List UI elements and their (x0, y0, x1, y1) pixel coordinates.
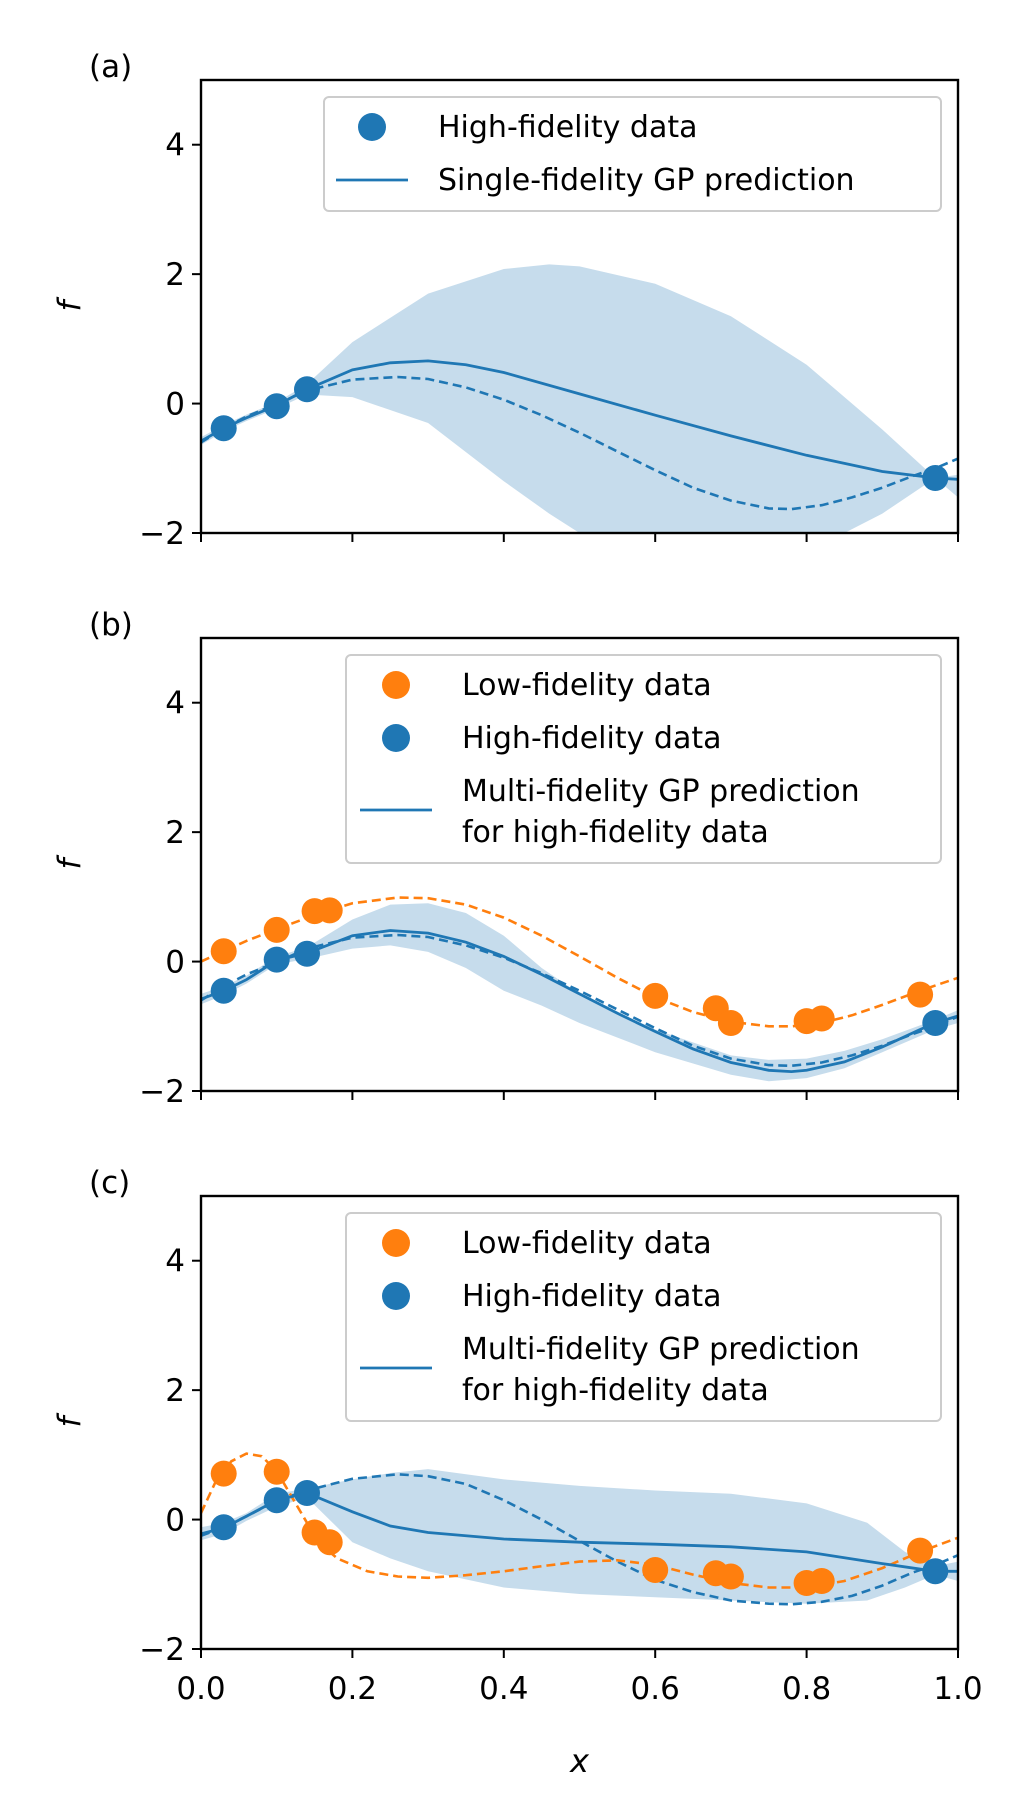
plot-area (201, 1452, 958, 1606)
panel-0: −2 0 2 4 (a) f High-fidelity data Single-fideli… (52, 49, 960, 552)
axes-frame (199, 78, 960, 535)
axes-frame (199, 636, 960, 1093)
y-tick-label: 4 (165, 686, 185, 722)
low-fidelity-true-function-line (201, 1452, 958, 1589)
panel-label: (b) (89, 607, 133, 643)
legend: Low-fidelity data High-fidelity data Multi… (345, 1212, 942, 1422)
low-fidelity-data-point (263, 916, 290, 943)
y-axis-label: f (52, 1412, 88, 1427)
legend-label: High-fidelity data (462, 1279, 721, 1314)
high-fidelity-data-point (922, 1558, 949, 1585)
low-fidelity-legend-marker (382, 1229, 410, 1257)
legend-label: Low-fidelity data (462, 1226, 712, 1261)
low-fidelity-data-point (717, 1010, 744, 1036)
x-tick-label: 0.8 (782, 1671, 831, 1707)
legend-label: High-fidelity data (438, 110, 697, 145)
low-fidelity-data-point (717, 1563, 744, 1590)
high-fidelity-data-point (210, 1514, 237, 1541)
legend-box (345, 654, 942, 864)
low-fidelity-data-point (642, 1557, 669, 1583)
low-fidelity-data-point (210, 1460, 237, 1487)
low-fidelity-data-point (263, 1458, 290, 1485)
y-tick-label: 2 (165, 257, 185, 293)
high-fidelity-data-point (263, 1487, 290, 1514)
y-tick-label: 0 (165, 1503, 185, 1539)
high-fidelity-true-function-line (201, 1472, 958, 1606)
high-fidelity-legend-marker (382, 1282, 410, 1310)
legend-label: Multi-fidelity GP prediction (462, 1332, 860, 1367)
panel-label: (c) (89, 1165, 130, 1201)
low-fidelity-data-point (808, 1568, 835, 1594)
high-fidelity-data-point (922, 1010, 949, 1036)
legend-label-line2: for high-fidelity data (462, 815, 769, 850)
x-tick-label: 0.0 (176, 1671, 225, 1707)
low-fidelity-data-point (907, 1537, 934, 1564)
y-tick-label: 2 (165, 1373, 185, 1409)
high-fidelity-legend-marker (382, 724, 410, 752)
x-tick-label: 0.2 (328, 1671, 377, 1707)
y-axis-label: f (52, 854, 88, 869)
x-tick-label: 0.4 (479, 1671, 528, 1707)
y-tick-label: 2 (165, 815, 185, 851)
high-fidelity-data-point (294, 1480, 320, 1506)
high-fidelity-data-point (263, 393, 290, 420)
confidence-band (201, 264, 958, 533)
plot-area (201, 896, 958, 1082)
high-fidelity-legend-marker (358, 113, 386, 141)
high-fidelity-data-point (294, 376, 320, 403)
high-fidelity-data-point (294, 940, 320, 967)
x-tick-label: 1.0 (933, 1671, 982, 1707)
confidence-band (201, 903, 958, 1082)
y-tick-label: −2 (139, 1632, 185, 1668)
high-fidelity-data-point (922, 465, 949, 491)
low-fidelity-data-point (808, 1005, 835, 1032)
high-fidelity-data-point (210, 977, 237, 1004)
y-tick-label: 0 (165, 387, 185, 423)
y-tick-label: 4 (165, 1244, 185, 1280)
axes-frame (199, 1194, 960, 1651)
x-tick-label: 0.6 (631, 1671, 680, 1707)
low-fidelity-legend-marker (382, 671, 410, 699)
high-fidelity-data-point (210, 415, 237, 442)
y-tick-label: 0 (165, 945, 185, 981)
legend: Low-fidelity data High-fidelity data Multi… (345, 654, 942, 864)
legend-label: Single-fidelity GP prediction (438, 163, 855, 198)
legend-label: Multi-fidelity GP prediction (462, 774, 860, 809)
confidence-band (201, 1469, 958, 1604)
x-axis-label: x (569, 1742, 590, 1780)
legend-label: High-fidelity data (462, 721, 721, 756)
plot-area (201, 264, 958, 533)
legend-box (345, 1212, 942, 1422)
gp-prediction-line (201, 1491, 958, 1573)
legend-label: Low-fidelity data (462, 668, 712, 703)
low-fidelity-data-point (316, 897, 343, 924)
panel-1: −2 0 2 4 (b) f Low-fidelity data High-fidelity … (52, 607, 960, 1110)
high-fidelity-data-point (263, 946, 290, 973)
low-fidelity-data-point (907, 981, 934, 1008)
legend: High-fidelity data Single-fidelity GP pre… (323, 96, 942, 212)
y-tick-label: 4 (165, 128, 185, 164)
legend-label-line2: for high-fidelity data (462, 1373, 769, 1408)
low-fidelity-data-point (316, 1529, 343, 1556)
panel-label: (a) (89, 49, 132, 85)
low-fidelity-data-point (210, 938, 237, 965)
panel-2: −2 0 2 4 0.0 0.2 0.4 0.6 0.8 1.0 (c) f Low-fidelity … (52, 1165, 983, 1707)
y-tick-label: −2 (139, 1074, 185, 1110)
legend-box (323, 96, 942, 212)
y-axis-label: f (52, 296, 88, 311)
low-fidelity-data-point (642, 982, 669, 1009)
y-tick-label: −2 (139, 516, 185, 552)
